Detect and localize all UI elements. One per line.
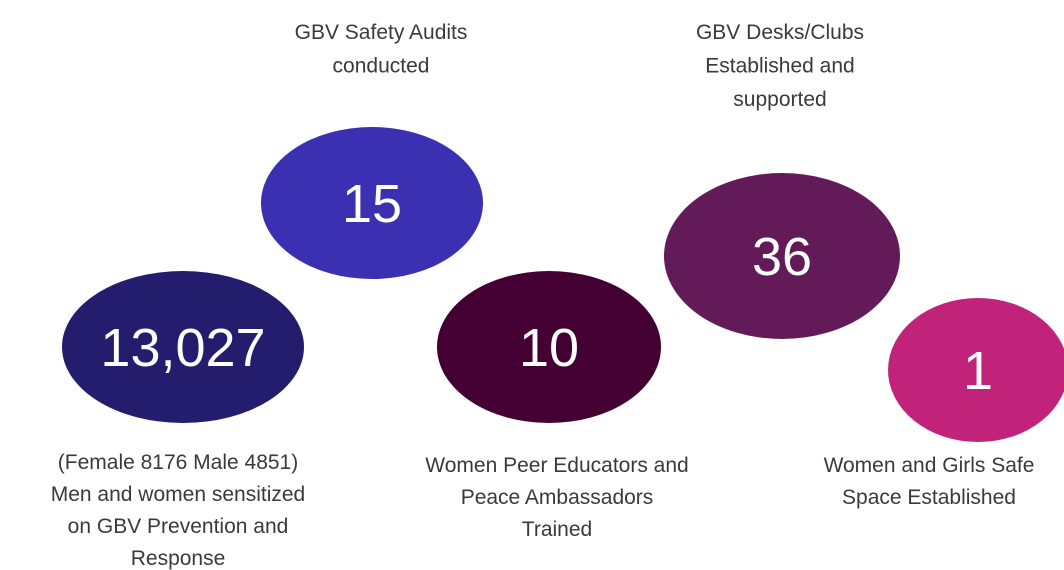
caption-line: Peace Ambassadors: [461, 486, 654, 509]
caption-line: conducted: [333, 55, 430, 78]
caption-line: (Female 8176 Male 4851): [58, 451, 298, 474]
bubble: [62, 271, 304, 423]
caption-line: Trained: [522, 518, 592, 541]
caption-line: Women Peer Educators and: [425, 454, 688, 477]
bubble: [664, 173, 900, 339]
bubble-value: 36: [752, 227, 812, 287]
caption-line: Response: [131, 547, 226, 570]
bubble-value: 10: [519, 318, 579, 378]
bubble-value: 1: [963, 341, 993, 401]
bubble-value: 13,027: [100, 318, 265, 378]
caption-line: GBV Safety Audits: [295, 21, 468, 44]
bubble-value: 15: [342, 174, 402, 234]
caption-line: on GBV Prevention and: [68, 515, 289, 538]
caption-line: Women and Girls Safe: [824, 454, 1035, 477]
bubble: [437, 271, 661, 423]
caption-line: Men and women sensitized: [51, 483, 305, 506]
caption-line: Space Established: [842, 486, 1016, 509]
caption-line: Established and: [705, 55, 854, 78]
bubble: [261, 127, 483, 279]
bubble: [888, 298, 1064, 442]
caption-line: supported: [733, 88, 826, 111]
caption-line: GBV Desks/Clubs: [696, 21, 864, 44]
